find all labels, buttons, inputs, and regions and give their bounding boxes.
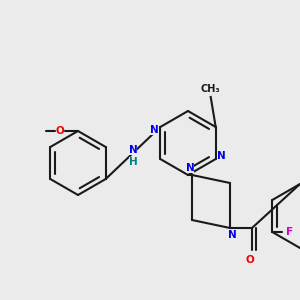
Text: O: O (56, 126, 64, 136)
Text: N: N (129, 145, 137, 155)
Text: H: H (129, 157, 137, 167)
Text: O: O (246, 255, 254, 265)
Text: F: F (286, 227, 293, 237)
Text: N: N (217, 151, 226, 161)
Text: N: N (228, 230, 236, 240)
Text: CH₃: CH₃ (201, 84, 220, 94)
Text: N: N (186, 163, 194, 173)
Text: N: N (150, 125, 159, 135)
